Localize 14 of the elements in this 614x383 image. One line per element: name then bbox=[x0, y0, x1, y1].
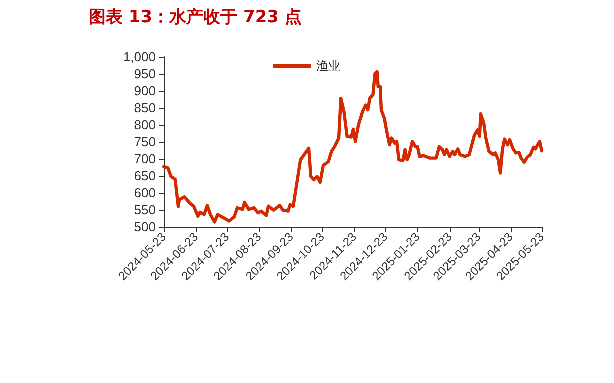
y-tick-label: 750 bbox=[134, 134, 156, 150]
y-tick-label: 900 bbox=[134, 84, 156, 98]
y-tick-label: 500 bbox=[134, 220, 156, 234]
chart-title: 图表 13：水产收于 723 点 bbox=[89, 8, 302, 28]
legend-label: 渔业 bbox=[316, 59, 340, 73]
line-series bbox=[162, 70, 544, 224]
y-tick-label: 600 bbox=[134, 186, 156, 200]
y-tick-label: 700 bbox=[134, 152, 156, 166]
y-tick-label: 850 bbox=[134, 100, 156, 116]
y-tick-label: 550 bbox=[134, 202, 156, 218]
y-tick-label: 800 bbox=[134, 118, 156, 132]
y-tick-label: 650 bbox=[134, 168, 156, 184]
y-tick-label: 950 bbox=[134, 66, 156, 82]
y-tick-label: 1,000 bbox=[123, 50, 156, 64]
